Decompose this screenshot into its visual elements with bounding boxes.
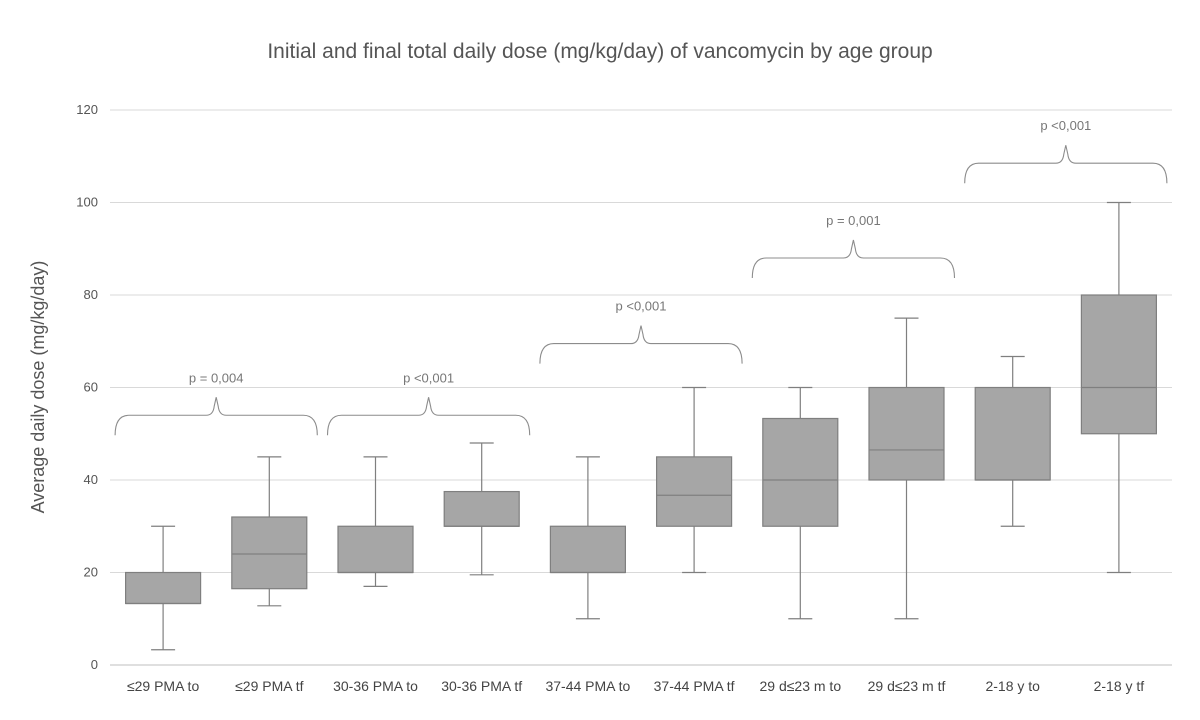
box-4 [443,442,520,576]
x-category-label: ≤29 PMA tf [235,678,303,694]
p-value-label: p <0,001 [403,370,454,385]
iqr-box [974,386,1051,481]
comparison-3: p <0,001 [539,299,743,364]
comparison-5: p <0,001 [964,118,1168,184]
y-tick-label: 20 [84,565,98,580]
y-tick-label: 100 [76,195,98,210]
iqr-box [1080,294,1158,435]
p-value-label: p <0,001 [616,299,667,314]
iqr-box [762,417,839,527]
iqr-box [549,525,627,574]
significance-brackets: p = 0,004 p <0,001 p <0,001 p = 0,001 p <0,0… [114,118,1168,436]
chart-title: Initial and final total daily dose (mg/k… [267,40,933,63]
p-value-label: p <0,001 [1040,118,1091,133]
bracket [539,325,743,364]
box-3 [337,456,414,587]
iqr-box [124,571,202,605]
x-category-label: ≤29 PMA to [127,678,199,694]
y-axis-tick-labels: 0 20 40 60 80 100 120 [76,102,98,672]
box-5 [549,456,627,620]
comparison-2: p <0,001 [326,370,531,436]
x-axis-category-labels: ≤29 PMA to ≤29 PMA tf 30-36 PMA to 30-36 PM… [127,678,1144,694]
comparison-4: p = 0,001 [751,213,956,279]
iqr-box [337,525,414,574]
x-category-label: 37-44 PMA tf [654,678,735,694]
bracket [326,397,531,436]
p-value-label: p = 0,001 [826,213,881,228]
x-category-label: 37-44 PMA to [545,678,630,694]
box-7 [762,386,839,620]
box-2 [231,456,308,607]
iqr-box [868,386,945,481]
box-1 [124,525,202,651]
box-6 [655,386,733,574]
iqr-box [443,490,520,527]
x-category-label: 2-18 y tf [1094,678,1145,694]
y-tick-label: 60 [84,380,98,395]
x-category-label: 30-36 PMA to [333,678,418,694]
box-8 [868,317,945,620]
x-category-label: 30-36 PMA tf [441,678,522,694]
y-tick-label: 0 [91,657,98,672]
box-9 [974,355,1051,527]
y-axis-label: Average daily dose (mg/kg/day) [28,261,48,514]
x-category-label: 29 d≤23 m tf [868,678,946,694]
comparison-1: p = 0,004 [114,370,318,436]
box-series [124,201,1158,651]
bracket [114,397,318,436]
bracket [751,239,956,279]
x-category-label: 29 d≤23 m to [759,678,841,694]
y-tick-label: 80 [84,287,98,302]
y-tick-label: 120 [76,102,98,117]
x-category-label: 2-18 y to [985,678,1040,694]
p-value-label: p = 0,004 [189,370,244,385]
box-10 [1080,201,1158,574]
iqr-box [655,456,733,527]
iqr-box [231,516,308,590]
y-tick-label: 40 [84,472,98,487]
bracket [964,145,1168,184]
